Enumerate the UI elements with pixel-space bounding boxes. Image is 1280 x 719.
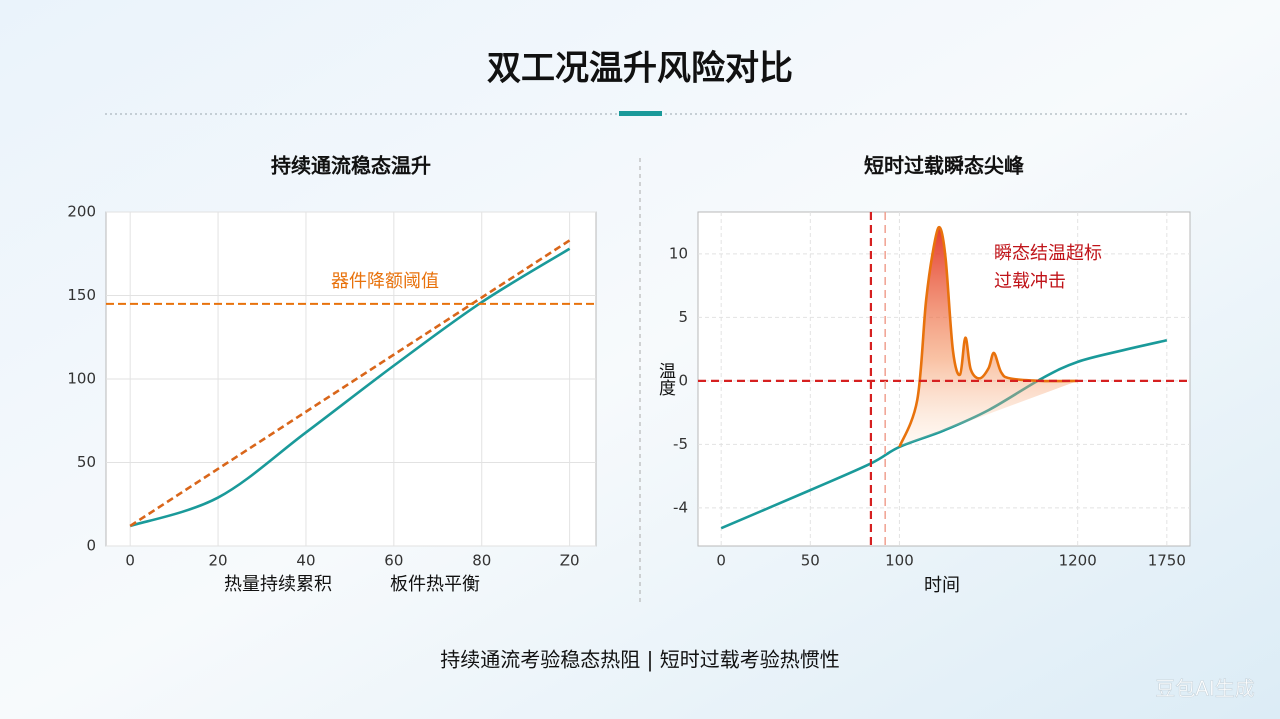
page-title: 双工况温升风险对比: [487, 49, 793, 89]
watermark: 豆包AI生成: [1155, 677, 1255, 701]
annotation: 瞬态结温超标: [994, 243, 1102, 264]
annotation: 板件热平衡: [390, 574, 480, 595]
series-line: [898, 225, 1078, 448]
y-tick-label: 0: [86, 537, 96, 555]
y-tick-label: -4: [673, 498, 688, 516]
x-tick-label: 40: [296, 552, 315, 570]
annotation: 过载冲击: [994, 271, 1066, 292]
y-tick-label: 50: [77, 453, 96, 471]
x-tick-label: 20: [209, 552, 228, 570]
annotation: 热量持续累积: [224, 574, 332, 595]
threshold-label: 器件降额阈值: [331, 271, 439, 292]
y-tick-label: 150: [67, 286, 96, 304]
x-tick-label: 1750: [1148, 552, 1186, 570]
y-tick-label: 100: [67, 370, 96, 388]
x-tick-label: 80: [472, 552, 491, 570]
x-tick-label: 60: [384, 552, 403, 570]
x-tick-label: 1200: [1059, 552, 1097, 570]
x-tick-label: 50: [801, 552, 820, 570]
y-tick-label: 0: [678, 371, 688, 389]
x-tick-label: 0: [716, 552, 726, 570]
x-tick-label: 0: [125, 552, 135, 570]
title-accent: [619, 111, 662, 116]
series-line: [129, 247, 571, 528]
y-axis-label: 温度: [655, 362, 676, 396]
x-axis-label: 时间: [924, 575, 960, 596]
x-tick-label: Z0: [560, 552, 580, 570]
chart-title: 短时过载瞬态尖峰: [864, 154, 1024, 178]
y-tick-label: 5: [678, 308, 688, 326]
chart-title: 持续通流稳态温升: [271, 154, 431, 178]
x-tick-label: 100: [885, 552, 914, 570]
area-fill: [899, 227, 1078, 447]
y-tick-label: 10: [669, 244, 688, 262]
footer: 持续通流考验稳态热阻 | 短时过载考验热惯性: [440, 648, 839, 672]
y-tick-label: 200: [67, 203, 96, 221]
y-tick-label: -5: [673, 435, 688, 453]
